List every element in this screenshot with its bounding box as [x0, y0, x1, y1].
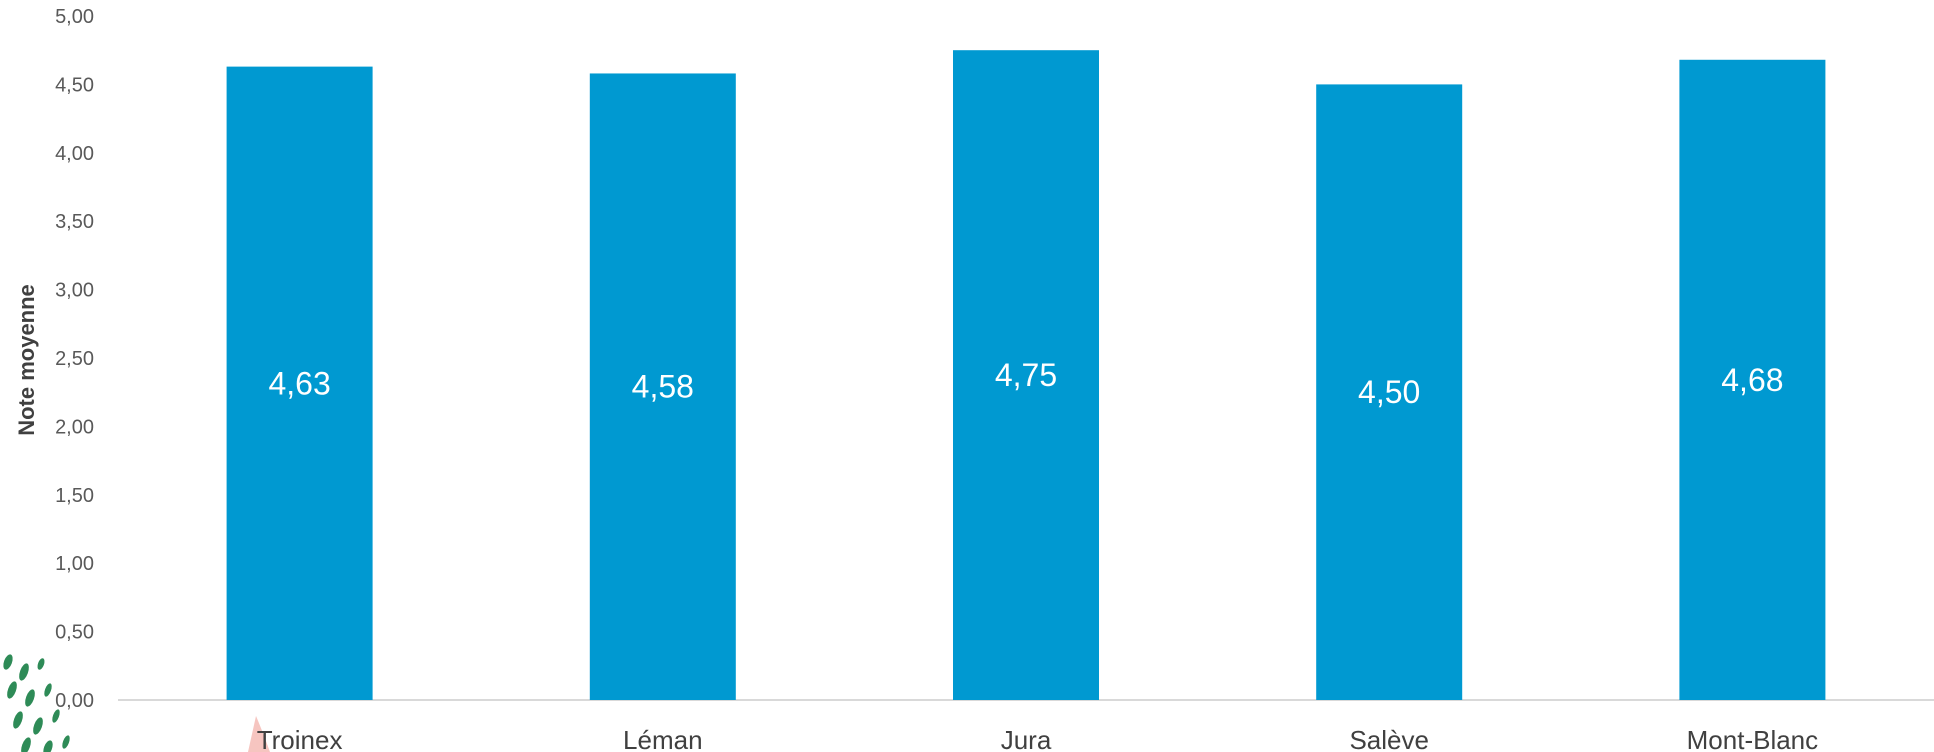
bars: [226, 50, 1826, 701]
y-tick-label: 1,50: [55, 485, 94, 507]
data-label: 4,75: [995, 357, 1057, 393]
bar: [589, 73, 736, 701]
bar: [953, 50, 1099, 700]
y-axis-ticks: 0,00 0,50 1,00 1,50 2,00 2,50 3,00 3,50 4,00 4,50…: [55, 6, 94, 712]
y-tick-label: 0,00: [55, 690, 94, 712]
decorative-pink-shape: [248, 716, 270, 752]
x-tick-label: Mont-Blanc: [1687, 725, 1819, 752]
data-label: 4,68: [1721, 362, 1783, 398]
y-tick-label: 4,00: [55, 143, 94, 165]
x-axis-ticks: Troinex Léman Jura Salève Mont-Blanc: [257, 725, 1818, 752]
data-label: 4,50: [1358, 374, 1420, 410]
y-tick-label: 2,00: [55, 416, 94, 438]
data-label: 4,63: [268, 365, 330, 401]
y-tick-label: 5,00: [55, 6, 94, 28]
y-tick-label: 1,00: [55, 553, 94, 575]
x-tick-label: Jura: [1001, 725, 1052, 752]
bar: [1679, 59, 1826, 700]
x-tick-label: Salève: [1349, 725, 1429, 752]
y-axis-label: Note moyenne: [14, 284, 39, 436]
y-tick-label: 3,50: [55, 211, 94, 233]
y-tick-label: 4,50: [55, 74, 94, 96]
bar: [226, 66, 373, 701]
bar: [1316, 84, 1463, 700]
y-tick-label: 0,50: [55, 622, 94, 644]
x-tick-label: Léman: [623, 725, 703, 752]
data-labels: 4,63 4,58 4,75 4,50 4,68: [268, 357, 1783, 410]
data-label: 4,58: [632, 369, 694, 405]
x-tick-label: Troinex: [257, 725, 343, 752]
y-tick-label: 2,50: [55, 348, 94, 370]
y-tick-label: 3,00: [55, 280, 94, 302]
